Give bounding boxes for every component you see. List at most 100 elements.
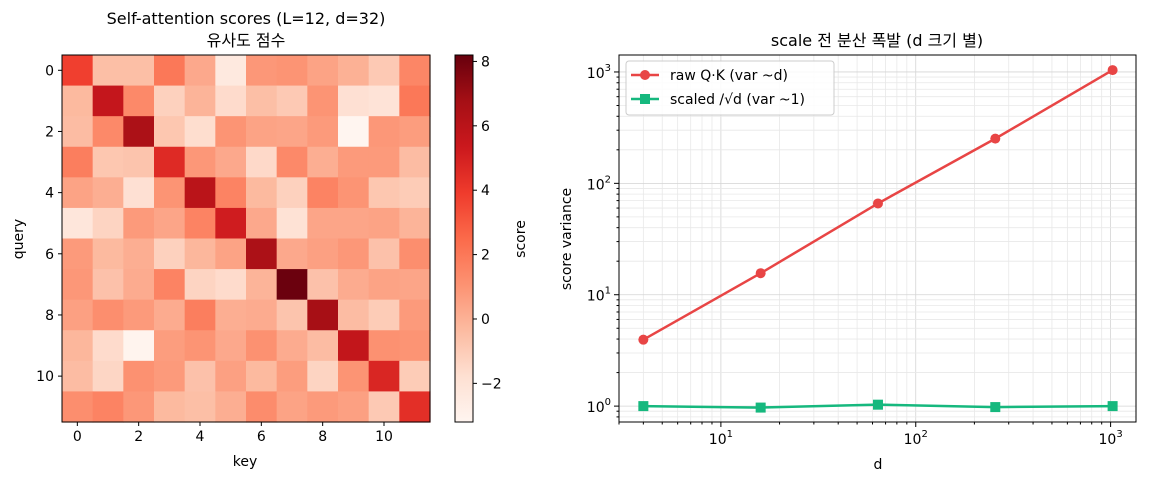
line-panel: scale 전 분산 폭발 (d 크기 별) 101 102 10310010110… xyxy=(559,31,1137,473)
heatmap-cell xyxy=(368,85,400,117)
heatmap-cell xyxy=(338,330,370,362)
heatmap-cell xyxy=(368,146,400,178)
heatmap-cell xyxy=(92,391,124,423)
heatmap-cell xyxy=(246,360,278,393)
heatmap-cell xyxy=(184,116,216,148)
heatmap-cell xyxy=(92,360,124,393)
colorbar-tick-label: 4 xyxy=(481,183,490,199)
heatmap-cell xyxy=(154,238,186,270)
heatmap-cell xyxy=(184,55,216,87)
heatmap-x-tick-label: 8 xyxy=(318,429,327,445)
heatmap-cell xyxy=(154,55,186,87)
heatmap-cell xyxy=(215,269,247,301)
tick-label: 103 xyxy=(587,63,611,82)
heatmap-cell xyxy=(338,116,370,148)
heatmap-cell xyxy=(246,116,278,148)
heatmap-cell xyxy=(215,207,247,240)
heatmap-cell xyxy=(338,85,370,117)
heatmap-cell xyxy=(154,207,186,240)
heatmap-cell xyxy=(368,207,400,240)
heatmap-cell xyxy=(123,330,155,362)
series-point-1 xyxy=(990,402,1001,413)
heatmap-cell xyxy=(246,330,278,362)
heatmap-cell xyxy=(338,55,370,87)
heatmap-cell xyxy=(123,360,155,393)
heatmap-cell xyxy=(215,85,247,117)
heatmap-cell xyxy=(276,269,308,301)
heatmap-cell xyxy=(154,116,186,148)
heatmap-y-tick-label: 10 xyxy=(36,369,54,385)
heatmap-cell xyxy=(338,207,370,240)
line-series xyxy=(638,65,1118,413)
heatmap-cell xyxy=(154,299,186,331)
heatmap-cell xyxy=(399,85,431,117)
heatmap-cell xyxy=(276,238,308,270)
heatmap-cell xyxy=(92,55,124,87)
heatmap-cell xyxy=(62,146,94,178)
colorbar-tick-label: −2 xyxy=(481,376,502,392)
heatmap-cell xyxy=(92,238,124,270)
series-point-1 xyxy=(638,401,649,412)
line-frame xyxy=(618,54,1137,423)
heatmap-cell xyxy=(62,330,94,362)
tick-label: 102 xyxy=(587,174,611,193)
heatmap-cell xyxy=(92,269,124,301)
heatmap-cell xyxy=(368,360,400,393)
heatmap-cell xyxy=(399,299,431,331)
heatmap-cell xyxy=(92,207,124,240)
colorbar-tick-label: 2 xyxy=(481,248,490,264)
heatmap-cell xyxy=(399,269,431,301)
heatmap-cell xyxy=(215,177,247,209)
heatmap-xlabel: key xyxy=(233,454,258,470)
heatmap-cell xyxy=(338,360,370,393)
heatmap-y-tick-label: 4 xyxy=(45,186,54,202)
heatmap-cell xyxy=(307,360,339,393)
heatmap-cell xyxy=(399,146,431,178)
heatmap-cell xyxy=(246,177,278,209)
heatmap-cell xyxy=(307,299,339,331)
heatmap-cell xyxy=(338,269,370,301)
heatmap-cell xyxy=(338,177,370,209)
colorbar-ticks: −2 0 2 4 6 8 xyxy=(473,54,502,392)
heatmap-y-tick-label: 6 xyxy=(45,247,54,263)
heatmap-cell xyxy=(123,269,155,301)
heatmap-cell xyxy=(307,207,339,240)
heatmap-cell xyxy=(276,55,308,87)
heatmap-cell xyxy=(215,146,247,178)
legend-marker-raw xyxy=(640,70,650,80)
heatmap-cell xyxy=(246,238,278,270)
heatmap-cell xyxy=(399,238,431,270)
heatmap-cell xyxy=(123,238,155,270)
heatmap-cell xyxy=(92,116,124,148)
heatmap-cell xyxy=(123,55,155,87)
line-xlabel: d xyxy=(874,457,883,473)
heatmap-cell xyxy=(399,177,431,209)
heatmap-cell xyxy=(62,85,94,117)
tick-label: 102 xyxy=(904,429,928,448)
heatmap-cell xyxy=(276,146,308,178)
heatmap-cell xyxy=(246,391,278,423)
colorbar-tick-label: 6 xyxy=(481,119,490,135)
heatmap-cell xyxy=(368,55,400,87)
heatmap-cell xyxy=(62,360,94,393)
heatmap-cell xyxy=(123,116,155,148)
heatmap-x-tick-label: 2 xyxy=(134,429,143,445)
heatmap-cell xyxy=(276,299,308,331)
legend-label-scaled: scaled /√d (var ~1) xyxy=(670,92,805,108)
heatmap-cell xyxy=(399,116,431,148)
heatmap-cell xyxy=(154,330,186,362)
heatmap-cell xyxy=(62,269,94,301)
heatmap-cell xyxy=(276,330,308,362)
line-title: scale 전 분산 폭발 (d 크기 별) xyxy=(771,31,983,50)
tick-label: 100 xyxy=(587,397,611,416)
heatmap-cell xyxy=(276,116,308,148)
heatmap-cell xyxy=(184,207,216,240)
heatmap-cell xyxy=(307,85,339,117)
heatmap-cell xyxy=(246,146,278,178)
heatmap-y-tick-label: 0 xyxy=(45,63,54,79)
heatmap-cell xyxy=(368,177,400,209)
heatmap-cell xyxy=(368,299,400,331)
line-ylabel: score variance xyxy=(559,188,575,290)
legend-box xyxy=(625,60,835,116)
series-point-1 xyxy=(872,399,883,410)
